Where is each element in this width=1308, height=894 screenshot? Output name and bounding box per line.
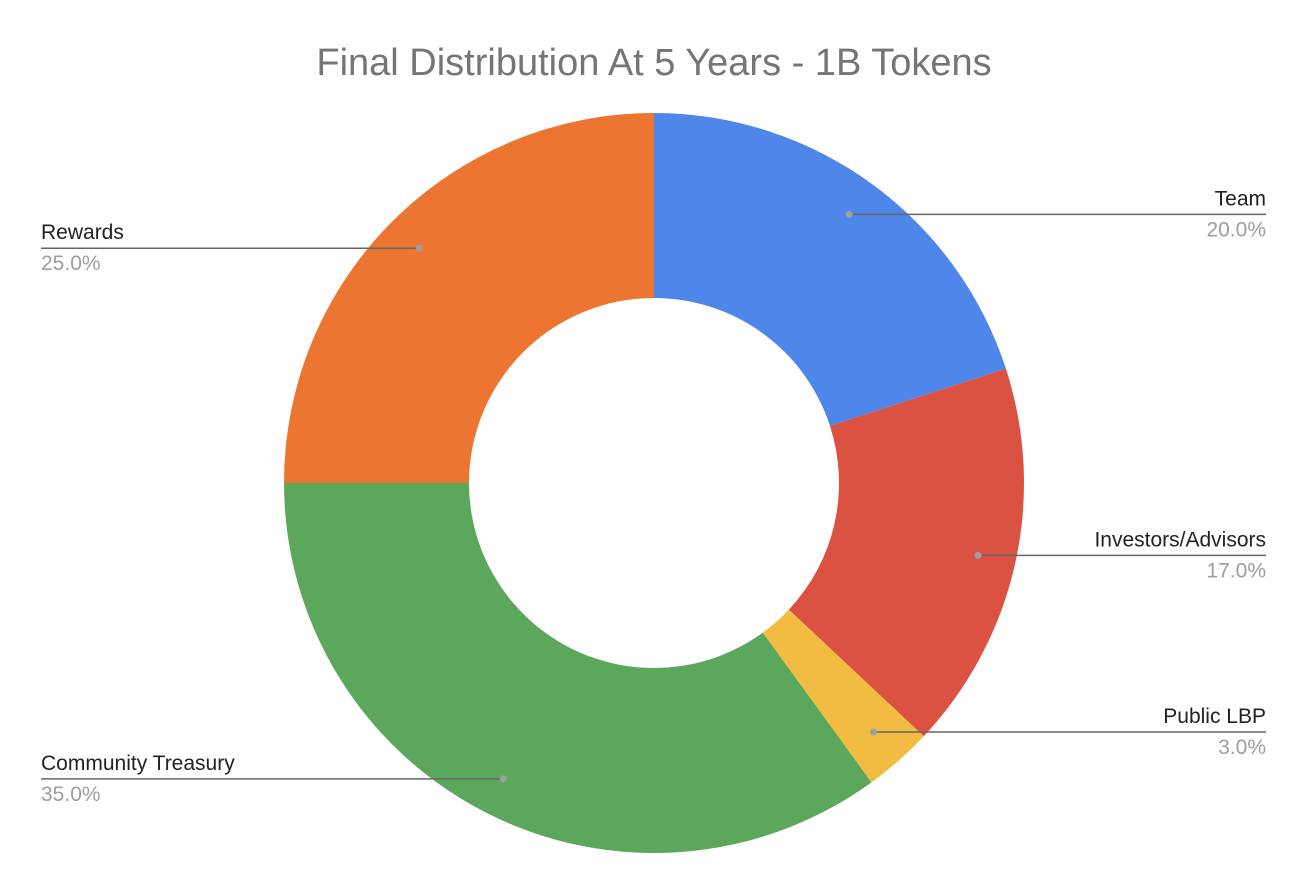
chart-title: Final Distribution At 5 Years - 1B Token… — [316, 42, 991, 84]
slice-investors-advisors — [788, 368, 1024, 737]
leader-dot-public-lbp — [870, 728, 878, 736]
slice-percent-public-lbp: 3.0% — [1218, 736, 1266, 759]
slice-public-lbp — [762, 609, 924, 783]
slice-label-public-lbp: Public LBP — [1163, 705, 1266, 728]
leader-dot-team — [845, 210, 853, 218]
slice-label-investors-advisors: Investors/Advisors — [1094, 528, 1266, 551]
slice-rewards — [284, 113, 654, 483]
slice-team — [654, 113, 1006, 426]
slice-percent-rewards: 25.0% — [41, 252, 101, 275]
leader-dot-rewards — [415, 244, 423, 252]
donut-slices — [284, 113, 1024, 854]
slice-labels: Team 20.0% Investors/Advisors 17.0% Public L… — [41, 187, 1266, 806]
leader-dot-community-treasury — [499, 775, 507, 783]
slice-percent-investors-advisors: 17.0% — [1206, 559, 1266, 582]
slice-percent-community-treasury: 35.0% — [41, 783, 101, 806]
leader-dot-investors-advisors — [974, 551, 982, 559]
slice-label-community-treasury: Community Treasury — [41, 752, 235, 775]
slice-percent-team: 20.0% — [1206, 218, 1266, 241]
slice-label-rewards: Rewards — [41, 221, 124, 244]
slice-community-treasury — [284, 483, 872, 854]
slice-label-team: Team — [1215, 187, 1266, 210]
